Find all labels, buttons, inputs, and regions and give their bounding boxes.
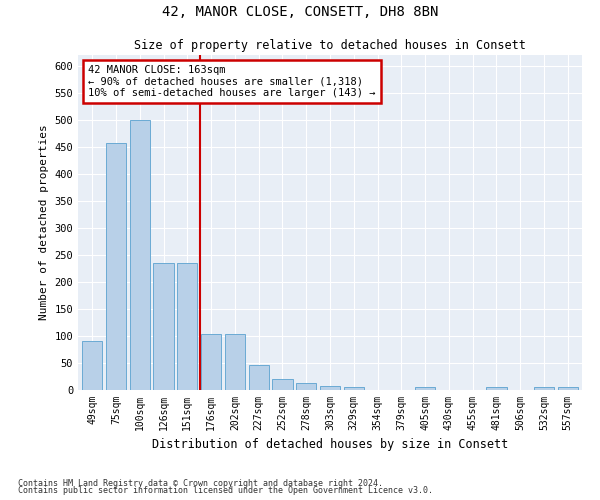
Bar [272, 379, 293, 390]
Y-axis label: Number of detached properties: Number of detached properties [39, 124, 49, 320]
Bar [415, 388, 435, 390]
Bar [177, 263, 197, 390]
Bar [534, 388, 554, 390]
Bar [225, 334, 245, 390]
Text: Contains public sector information licensed under the Open Government Licence v3: Contains public sector information licen… [18, 486, 433, 495]
Bar [487, 388, 506, 390]
Bar [344, 388, 364, 390]
Bar [320, 386, 340, 390]
Bar [154, 263, 173, 390]
Bar [130, 120, 150, 390]
X-axis label: Distribution of detached houses by size in Consett: Distribution of detached houses by size … [152, 438, 508, 452]
Bar [106, 143, 126, 390]
Text: 42 MANOR CLOSE: 163sqm
← 90% of detached houses are smaller (1,318)
10% of semi-: 42 MANOR CLOSE: 163sqm ← 90% of detached… [88, 65, 376, 98]
Bar [557, 388, 578, 390]
Text: Contains HM Land Registry data © Crown copyright and database right 2024.: Contains HM Land Registry data © Crown c… [18, 478, 383, 488]
Bar [248, 364, 269, 390]
Text: 42, MANOR CLOSE, CONSETT, DH8 8BN: 42, MANOR CLOSE, CONSETT, DH8 8BN [162, 5, 438, 19]
Title: Size of property relative to detached houses in Consett: Size of property relative to detached ho… [134, 40, 526, 52]
Bar [296, 383, 316, 390]
Bar [82, 342, 103, 390]
Bar [201, 334, 221, 390]
